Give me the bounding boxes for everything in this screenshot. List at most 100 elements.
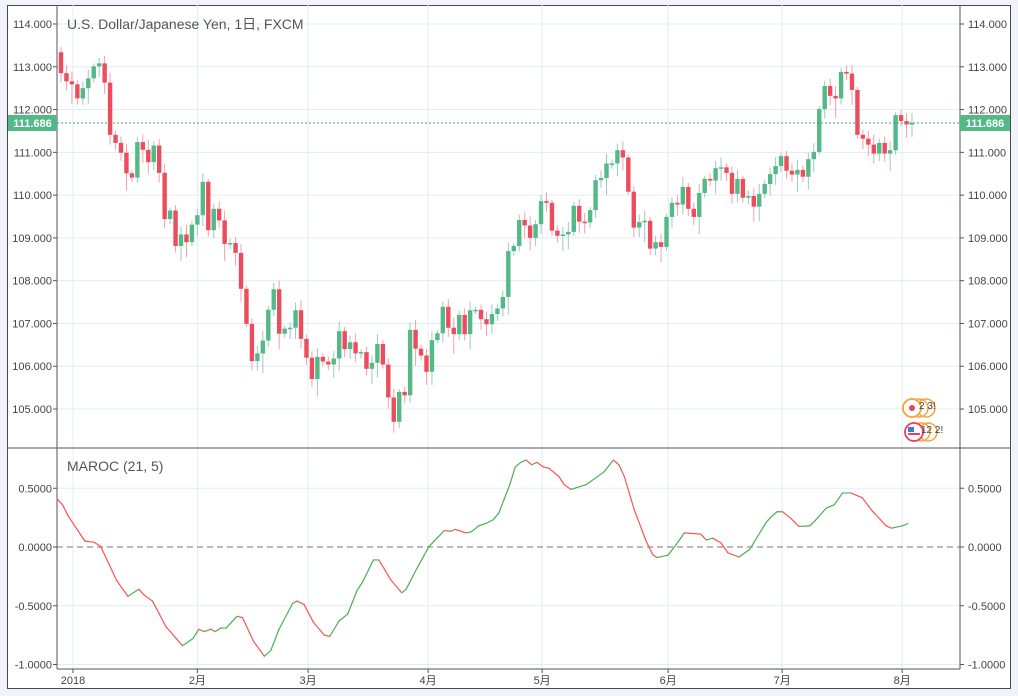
candle-down (129, 173, 135, 178)
event-badge[interactable]: 12 2! (904, 422, 943, 442)
us-flag-stripe (908, 433, 920, 435)
time-axis-label: 5月 (534, 675, 551, 687)
maroc-segment (623, 475, 635, 510)
maroc-segment (165, 626, 184, 647)
maroc-segment (303, 603, 314, 623)
candle-down (691, 208, 696, 217)
maroc-segment (192, 628, 200, 640)
candle-down (320, 356, 326, 362)
maroc-segment (850, 492, 863, 499)
indicator-axis-label: 0.0000 (18, 542, 52, 554)
candle-down (686, 186, 691, 209)
maroc-segment (871, 509, 887, 527)
candle-up (369, 362, 375, 369)
candle-down (304, 338, 309, 358)
candle-up (762, 183, 767, 194)
candle-down (582, 221, 587, 224)
maroc-segment (84, 540, 95, 543)
candle-down (555, 230, 560, 236)
maroc-segment (825, 504, 835, 509)
candle-up (440, 306, 446, 334)
maroc-segment (891, 525, 904, 529)
maroc-segment (530, 461, 538, 466)
candle-up (86, 78, 91, 89)
maroc-segment (705, 537, 714, 541)
candle-down (353, 342, 358, 354)
candle-up (598, 178, 604, 181)
maroc-segment (100, 545, 118, 582)
maroc-segment (478, 522, 487, 527)
candle-down (577, 205, 582, 222)
maroc-segment (503, 484, 511, 500)
candle-up (500, 296, 506, 309)
chart-title: U.S. Dollar/Japanese Yen, 1日, FXCM (67, 16, 304, 32)
candle-down (522, 219, 527, 226)
candle-down (827, 86, 833, 96)
maroc-segment (798, 525, 811, 528)
maroc-segment (749, 521, 767, 550)
candle-down (544, 201, 549, 203)
maroc-segment (520, 459, 527, 463)
candle-down (342, 331, 347, 350)
maroc-segment (401, 588, 407, 594)
price-axis-label: 108.000 (968, 276, 1008, 288)
price-axis-label: 111.000 (14, 147, 52, 159)
price-axis-label: 106.000 (968, 361, 1008, 373)
maroc-segment (570, 484, 587, 491)
candle-down (462, 314, 467, 335)
candle-down (631, 191, 636, 228)
maroc-segment (405, 567, 418, 590)
candle-up (838, 71, 844, 99)
japan-flag-icon (909, 405, 915, 411)
candle-down (386, 364, 391, 398)
candle-up (877, 142, 882, 154)
maroc-segment (56, 498, 64, 506)
candle-down (391, 397, 396, 422)
maroc-segment (338, 613, 349, 622)
candle-down (173, 210, 178, 247)
candle-down (860, 134, 866, 139)
maroc-segment (885, 525, 893, 529)
last-price-tag (960, 114, 1010, 131)
price-axis-label: 105.000 (12, 404, 52, 416)
event-label: 2 3! (919, 401, 936, 412)
candle-down (113, 134, 118, 143)
indicator-axis-label: -0.5000 (15, 601, 52, 613)
candle-up (773, 166, 778, 175)
candle-up (822, 86, 827, 110)
candle-down (484, 319, 489, 325)
maroc-segment (790, 517, 800, 528)
event-badge[interactable]: 2 3! (902, 398, 936, 418)
candle-down (364, 352, 369, 369)
candle-down (658, 242, 664, 247)
candle-down (58, 52, 64, 74)
time-axis-label: 2月 (189, 675, 206, 687)
price-axis-label: 111.000 (968, 147, 1006, 159)
candle-up (200, 181, 206, 216)
last-price-tag (8, 114, 57, 131)
candle-down (549, 202, 555, 231)
price-axis-label: 109.000 (12, 233, 52, 245)
us-flag-icon (908, 427, 914, 432)
maroc-segment (61, 504, 70, 518)
maroc-segment (833, 492, 844, 506)
candle-down (527, 225, 533, 238)
maroc-segment (428, 529, 445, 548)
candle-up (211, 208, 216, 231)
candle-down (277, 289, 282, 334)
candle-up (178, 234, 184, 247)
maroc-segment (454, 528, 467, 534)
maroc-segment (675, 532, 685, 546)
price-axis-label: 105.000 (968, 404, 1008, 416)
candle-up (609, 163, 615, 165)
maroc-segment (781, 511, 792, 519)
maroc-segment (252, 640, 265, 657)
candle-down (380, 343, 386, 365)
candle-down (309, 357, 315, 380)
maroc-segment (618, 464, 625, 478)
maroc-segment (492, 512, 500, 521)
candle-down (216, 208, 222, 221)
maroc-segment (738, 548, 751, 558)
candle-up (702, 178, 707, 193)
